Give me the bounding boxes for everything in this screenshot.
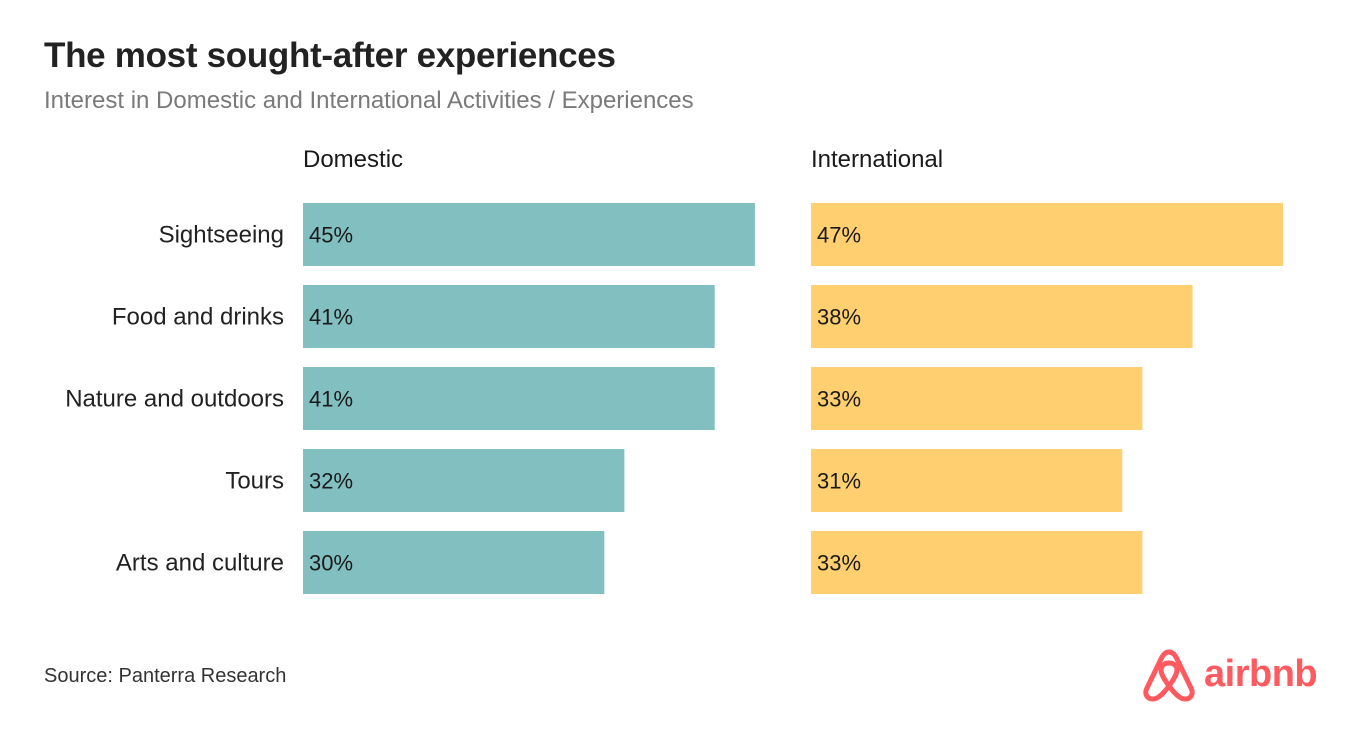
- bar-chart: Sightseeing Food and drinks Nature and out…: [65, 146, 1283, 594]
- data-label: 45%: [309, 223, 353, 248]
- category-label: Food and drinks: [112, 304, 284, 331]
- bar-international: [811, 285, 1193, 348]
- category-label: Sightseeing: [159, 222, 284, 249]
- airbnb-wordmark: airbnb: [1204, 653, 1318, 695]
- source-note: Source: Panterra Research: [44, 665, 287, 687]
- data-label: 33%: [817, 551, 861, 576]
- data-label: 47%: [817, 223, 861, 248]
- bar-international: [811, 203, 1283, 266]
- bar-domestic: [303, 367, 715, 430]
- bar-domestic: [303, 285, 715, 348]
- bar-international: [811, 449, 1123, 512]
- data-label: 32%: [309, 469, 353, 494]
- series-header-international: International: [811, 146, 943, 173]
- data-label: 38%: [817, 305, 861, 330]
- data-label: 33%: [817, 387, 861, 412]
- data-label: 30%: [309, 551, 353, 576]
- data-label: 41%: [309, 387, 353, 412]
- bar-international: [811, 367, 1143, 430]
- category-label: Tours: [225, 468, 284, 495]
- chart-title: The most sought-after experiences: [44, 36, 616, 75]
- airbnb-logo: airbnb: [1142, 644, 1318, 704]
- data-label: 31%: [817, 469, 861, 494]
- category-label: Arts and culture: [116, 550, 284, 577]
- bar-domestic: [303, 203, 755, 266]
- data-label: 41%: [309, 305, 353, 330]
- bar-international: [811, 531, 1143, 594]
- airbnb-belo-icon: [1143, 649, 1195, 702]
- bar-domestic: [303, 531, 605, 594]
- series-header-domestic: Domestic: [303, 146, 403, 173]
- category-label: Nature and outdoors: [65, 386, 284, 413]
- chart-subtitle: Interest in Domestic and International A…: [44, 87, 694, 114]
- bar-domestic: [303, 449, 625, 512]
